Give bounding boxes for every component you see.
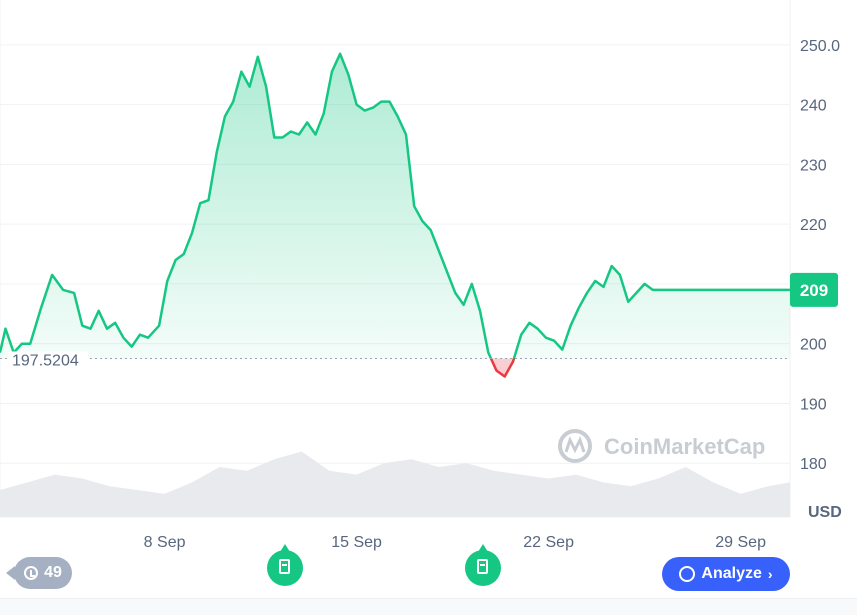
news-pin-background bbox=[465, 544, 501, 586]
current-price-badge-bg bbox=[790, 272, 838, 307]
analyze-label: Analyze bbox=[701, 565, 762, 582]
y-tick-label: 180 bbox=[800, 456, 827, 473]
y-tick-label: 230 bbox=[800, 157, 827, 174]
reference-label-bg bbox=[8, 351, 88, 368]
current-price-badge: 209 bbox=[790, 272, 838, 307]
price-fill-up bbox=[0, 53, 790, 359]
watermark-text: CoinMarketCap bbox=[604, 434, 765, 459]
news-document-icon bbox=[477, 559, 488, 574]
news-pin-background bbox=[267, 544, 303, 586]
x-tick-label: 29 Sep bbox=[715, 534, 766, 551]
coinmarketcap-watermark: CoinMarketCap bbox=[558, 429, 765, 463]
above-reference-segment bbox=[0, 52, 790, 359]
history-icon bbox=[24, 566, 39, 580]
price-line-up bbox=[0, 52, 790, 359]
volume-area bbox=[0, 451, 790, 517]
volume-shape bbox=[0, 451, 790, 517]
news-pin-2[interactable] bbox=[465, 544, 501, 590]
price-area bbox=[0, 52, 790, 378]
current-price-label: 209 bbox=[800, 281, 828, 300]
x-tick-label: 15 Sep bbox=[331, 534, 382, 551]
y-tick-label: 190 bbox=[800, 396, 827, 413]
y-tick-label: 200 bbox=[800, 337, 827, 354]
y-tick-label: 240 bbox=[800, 98, 827, 115]
analyze-icon bbox=[679, 566, 696, 582]
bottom-panel-strip bbox=[0, 598, 857, 615]
history-badge[interactable]: 49 bbox=[6, 557, 72, 589]
x-tick-label: 8 Sep bbox=[144, 534, 186, 551]
y-axis: 180190200210220230240250.0 bbox=[800, 38, 840, 473]
unit-label: USD bbox=[808, 504, 842, 521]
x-axis: 8 Sep 15 Sep 22 Sep 29 Sep bbox=[144, 534, 766, 551]
history-count: 49 bbox=[44, 564, 62, 581]
news-document-icon bbox=[279, 559, 290, 574]
chevron-right-icon: › bbox=[767, 566, 773, 582]
x-tick-label: 22 Sep bbox=[523, 534, 574, 551]
reference-line: 197.5204 bbox=[0, 351, 790, 369]
news-pin-1[interactable] bbox=[267, 544, 303, 590]
analyze-button[interactable]: Analyze › bbox=[662, 557, 790, 591]
reference-label: 197.5204 bbox=[12, 352, 79, 369]
y-tick-label: 220 bbox=[800, 217, 827, 234]
y-tick-label: 250.0 bbox=[800, 38, 840, 55]
